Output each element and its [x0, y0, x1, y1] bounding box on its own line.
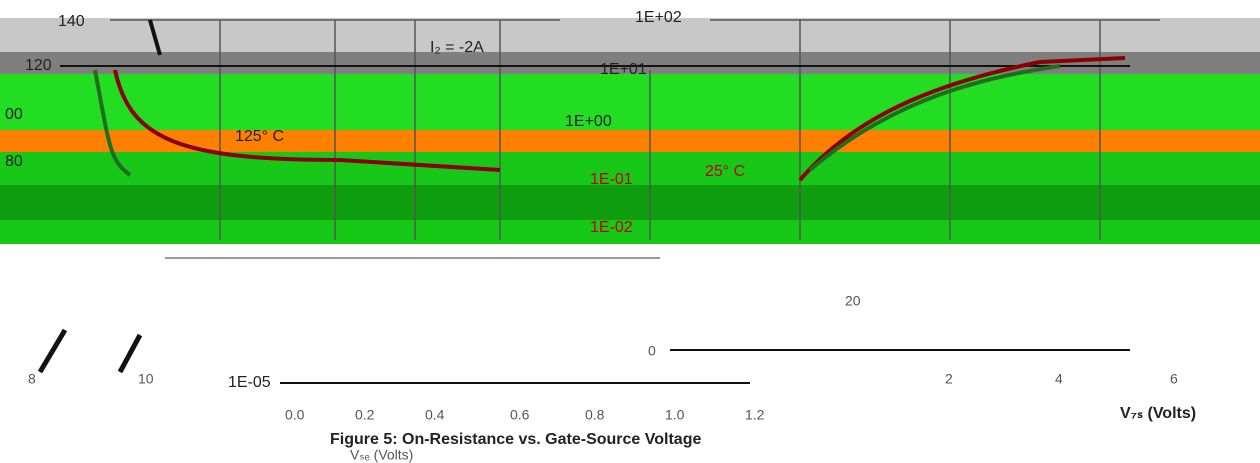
x-tick: 1.0	[665, 407, 685, 423]
label: 2	[945, 371, 953, 387]
x-tick: 1.2	[745, 407, 765, 423]
label: 4	[1055, 371, 1063, 387]
caption: Figure 5: On-Resistance vs. Gate-Source …	[330, 431, 701, 448]
right-tick: 1E+00	[565, 113, 612, 130]
band-dark	[0, 52, 1260, 74]
band-gray	[0, 18, 1260, 52]
x-tick: 0.0	[285, 407, 305, 423]
grid	[60, 19, 1160, 240]
lower-axes	[37, 257, 1130, 384]
label: 8	[28, 371, 36, 387]
right-tick: 1E-02	[590, 219, 633, 236]
sub-label: Vₛₑ (Volts)	[350, 447, 413, 463]
min-label: 1E-05	[228, 374, 271, 391]
label: 20	[845, 293, 861, 309]
right-tick: 1E+01	[600, 61, 647, 78]
left-tick: 140	[58, 13, 85, 30]
curves	[93, 19, 1126, 182]
label: 6	[1170, 371, 1178, 387]
x-tick: 0.4	[425, 407, 445, 423]
left-tick: 80	[5, 153, 23, 170]
annotation: I₂ = -2A	[430, 39, 484, 56]
annotation: 25° C	[705, 163, 745, 180]
left-tick: 120	[25, 57, 52, 74]
x-tick: 0.8	[585, 407, 605, 423]
right-tick: 1E-01	[590, 171, 633, 188]
lower-x-ticks: 0.0 0.2 0.4 0.6 0.8 1.0 1.2	[285, 407, 765, 423]
band-orange	[0, 130, 1260, 152]
annotation: 125° C	[235, 128, 284, 145]
band-green-dark	[0, 185, 1260, 220]
label: 10	[138, 371, 154, 387]
x-tick: 0.6	[510, 407, 530, 423]
label: 0	[648, 343, 656, 359]
x-tick: 0.2	[355, 407, 375, 423]
left-tick: 00	[5, 106, 23, 123]
axis-label: V₇ₛ (Volts)	[1120, 405, 1196, 422]
right-tick: 1E+02	[635, 9, 682, 26]
band-green	[0, 74, 1260, 130]
